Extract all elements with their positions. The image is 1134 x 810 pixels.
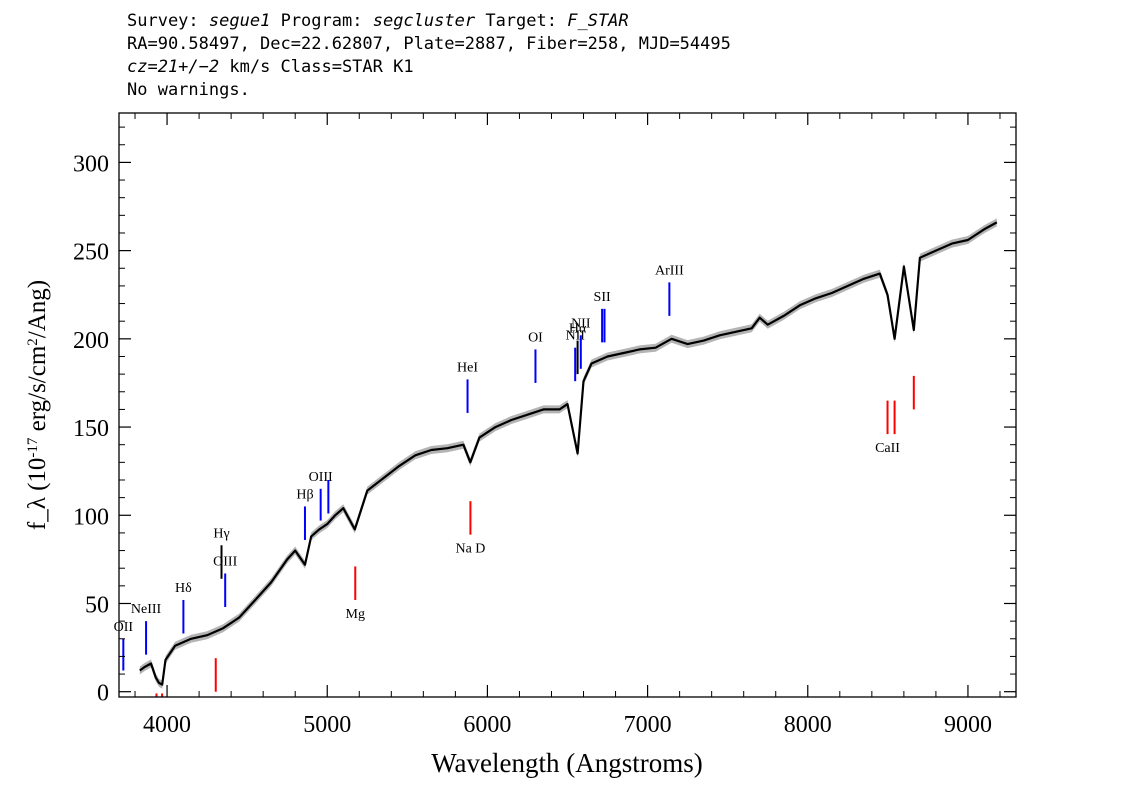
program-label: Program: bbox=[280, 11, 363, 31]
y-axis-title: f_λ (10-17 erg/s/cm2/Ang) bbox=[24, 280, 51, 530]
header-line-3: cz=21+/−2 km/s Class=STAR K1 bbox=[127, 56, 731, 79]
spectral-line-label: ArIII bbox=[655, 263, 684, 278]
x-tick-label: 9000 bbox=[944, 712, 992, 738]
x-tick-label: 6000 bbox=[463, 712, 511, 738]
spectral-line-label: OIII bbox=[309, 470, 333, 485]
spectral-line-label: OI bbox=[528, 330, 543, 345]
x-tick-label: 4000 bbox=[143, 712, 191, 738]
spectrum-header: Survey: segue1 Program: segcluster Targe… bbox=[127, 10, 731, 102]
y-tick-label: 100 bbox=[73, 504, 109, 530]
y-tick-label: 50 bbox=[85, 592, 109, 618]
spectral-line-label: Na D bbox=[455, 542, 485, 557]
spectral-line-label: HeI bbox=[457, 360, 478, 375]
spectral-line-label: CaII bbox=[875, 441, 900, 456]
y-tick-label: 250 bbox=[73, 240, 109, 266]
spectral-line-label: Mg bbox=[346, 607, 365, 622]
class-text: km/s Class=STAR K1 bbox=[219, 57, 414, 77]
x-tick-label: 7000 bbox=[624, 712, 672, 738]
survey-label: Survey: bbox=[127, 11, 199, 31]
error-band bbox=[139, 218, 997, 689]
plot-frame bbox=[118, 112, 1017, 698]
x-axis-title: Wavelength (Angstroms) bbox=[431, 748, 703, 778]
error-band-layer bbox=[139, 218, 997, 689]
spectral-line-label: SII bbox=[594, 290, 611, 305]
spectral-line-label: Hβ bbox=[296, 487, 313, 502]
spectral-line-label: NII bbox=[571, 316, 591, 331]
y-tick-label: 300 bbox=[73, 151, 109, 177]
x-tick-label: 5000 bbox=[303, 712, 351, 738]
program-value: segcluster bbox=[372, 11, 476, 31]
target-label: Target: bbox=[485, 11, 557, 31]
header-line-4: No warnings. bbox=[127, 80, 250, 100]
spectrum-line bbox=[139, 221, 998, 686]
tick-layer: 4000 5000 6000 7000 8000 9000 0 50 100 150 200 250 3… bbox=[73, 113, 1016, 738]
spectral-line-label: Hδ bbox=[175, 581, 192, 596]
spectral-line-label: Hγ bbox=[213, 526, 229, 541]
target-value: F_STAR bbox=[567, 11, 629, 31]
x-tick-label: 8000 bbox=[784, 712, 832, 738]
survey-value: segue1 bbox=[208, 11, 271, 31]
header-line-1: Survey: segue1 Program: segcluster Targe… bbox=[127, 10, 731, 33]
y-tick-label: 0 bbox=[97, 681, 109, 707]
header-line-2: RA=90.58497, Dec=22.62807, Plate=2887, F… bbox=[127, 34, 731, 54]
redshift-value: cz=21+/−2 bbox=[127, 57, 220, 77]
y-tick-label: 150 bbox=[73, 416, 109, 442]
y-tick-label: 200 bbox=[73, 328, 109, 354]
spectral-line-label: NeIII bbox=[131, 602, 162, 617]
series-layer bbox=[139, 221, 998, 686]
spectral-line-label: OII bbox=[114, 620, 134, 635]
spectral-line-label: OIII bbox=[213, 554, 237, 569]
spectral-line-label: Hα bbox=[569, 322, 587, 337]
